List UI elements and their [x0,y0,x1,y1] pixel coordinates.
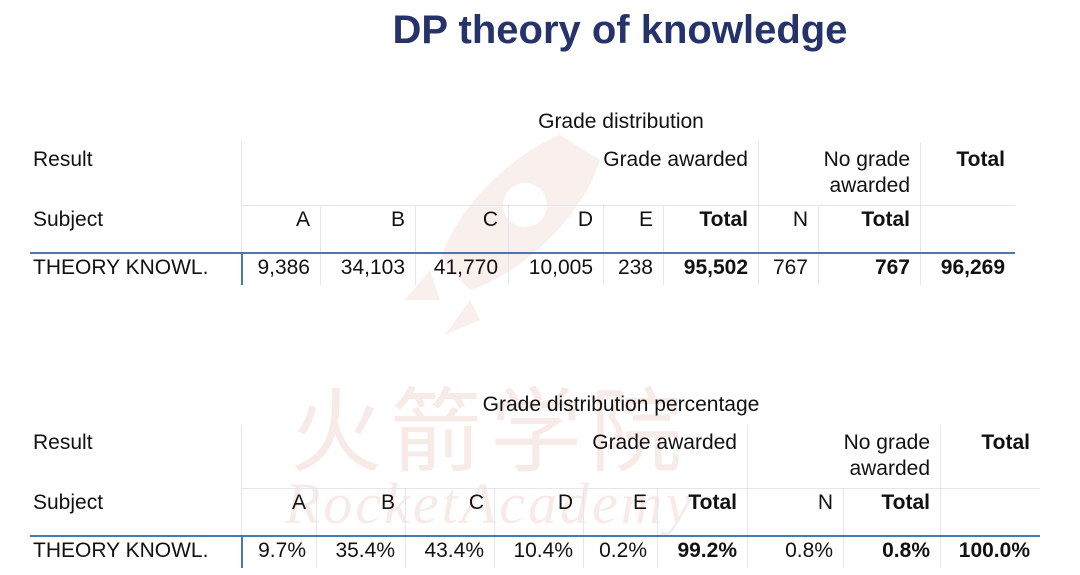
cell-value: 95,502 [683,256,748,279]
cell-value: 767 [772,256,808,279]
column-divider [920,142,921,205]
column-header: N [817,491,833,514]
column-header: Total [688,491,737,514]
column-header: Total [861,208,910,231]
cell-value: 100.0% [958,539,1030,562]
result-label: Result [33,431,93,454]
row-subject: THEORY KNOWL. [33,256,209,279]
column-header: N [792,208,808,231]
cell-value: 41,770 [433,256,498,279]
cell-value: 9,386 [257,256,310,279]
cell-value: 0.2% [599,539,647,562]
cell-value: 99.2% [677,539,737,562]
column-header: B [390,208,405,231]
subject-label: Subject [33,491,104,514]
column-divider [940,488,941,568]
column-divider [747,488,748,568]
total-header: Total [981,431,1030,454]
column-divider [583,488,584,568]
group-header: Grade awarded [592,431,737,454]
header-rule [30,252,1015,254]
total-header: Total [956,148,1005,171]
table-caption: Grade distribution [538,110,704,133]
column-divider [241,425,242,488]
column-header: E [632,491,647,514]
column-header: D [557,491,573,514]
column-divider [316,488,317,568]
column-header: A [295,208,310,231]
cell-value: 96,269 [940,256,1005,279]
column-divider [494,488,495,568]
column-divider [241,488,242,568]
column-header: A [291,491,306,514]
cell-value: 10,005 [528,256,593,279]
subject-label: Subject [33,208,104,231]
column-divider [320,205,321,285]
column-divider [657,488,658,568]
group-header: No grade awarded [823,148,910,197]
column-header: Total [699,208,748,231]
result-label: Result [33,148,93,171]
cell-value: 9.7% [258,539,306,562]
column-header: D [577,208,593,231]
table-caption: Grade distribution percentage [482,393,760,416]
column-divider [241,142,242,205]
row-left-border [241,535,243,568]
group-header: No grade awarded [843,431,930,480]
row-left-border [241,252,243,285]
group-header: Grade awarded [603,148,748,171]
column-header: Total [881,491,930,514]
column-divider [747,425,748,488]
column-divider [508,205,509,285]
cell-value: 34,103 [340,256,405,279]
column-header: C [482,208,498,231]
cell-value: 10.4% [513,539,573,562]
cell-value: 43.4% [424,539,484,562]
watermark-chinese: 火箭学院 [290,382,691,484]
column-divider [603,205,604,285]
column-divider [818,205,819,285]
page-title: DP theory of knowledge [392,8,848,52]
row-divider [241,488,1040,489]
row-subject: THEORY KNOWL. [33,539,209,562]
column-divider [758,142,759,205]
cell-value: 0.8% [882,539,930,562]
cell-value: 238 [617,256,653,279]
column-divider [920,205,921,285]
column-divider [843,488,844,568]
cell-value: 35.4% [335,539,395,562]
column-header: C [468,491,484,514]
cell-value: 0.8% [785,539,833,562]
column-divider [241,205,242,285]
watermark-latin: RocketAcademy [285,471,695,536]
row-divider [241,205,1015,206]
header-rule [30,535,1040,537]
column-divider [415,205,416,285]
column-header: E [638,208,653,231]
column-divider [405,488,406,568]
column-header: B [380,491,395,514]
column-divider [758,205,759,285]
column-divider [663,205,664,285]
column-divider [940,425,941,488]
cell-value: 767 [874,256,910,279]
